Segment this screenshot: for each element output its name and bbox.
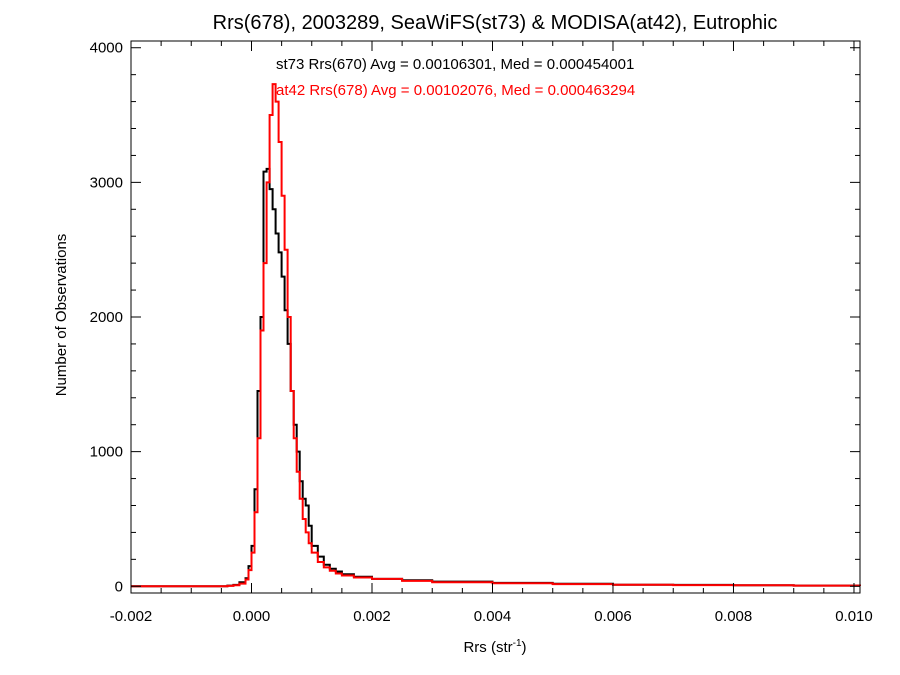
x-tick-label: 0.006 [594,608,632,625]
x-tick-label: 0.002 [353,608,391,625]
axes: -0.002 0.000 0.002 0.004 0.006 0.008 0.010 0 100… [90,40,873,625]
y-tick-label: 1000 [90,444,123,461]
plot-area [131,83,861,588]
y-tick-label: 4000 [90,40,123,57]
plot-frame [130,40,861,594]
x-tick-label: 0.010 [835,608,873,625]
annotation-1: at42 Rrs(678) Avg = 0.00102076, Med = 0.… [276,82,635,99]
x-axis-label-main: Rrs (str [463,639,512,656]
annotations: st73 Rrs(670) Avg = 0.00106301, Med = 0.… [276,56,635,99]
x-axis-label-superscript: -1 [513,638,522,649]
x-axis-label-close: ) [522,639,527,656]
x-tick-label: 0.008 [715,608,753,625]
series-line-0 [131,167,861,588]
y-tick-label: 0 [115,578,123,595]
y-axis-label: Number of Observations [53,234,70,397]
x-tick-label: -0.002 [110,608,153,625]
annotation-0: st73 Rrs(670) Avg = 0.00106301, Med = 0.… [276,56,634,73]
x-axis-label: Rrs (str-1) [463,638,526,656]
chart-title: Rrs(678), 2003289, SeaWiFS(st73) & MODIS… [213,12,778,34]
x-tick-label: 0.004 [474,608,512,625]
series-line-1 [131,83,861,588]
y-tick-label: 3000 [90,174,123,191]
x-tick-label: 0.000 [233,608,271,625]
y-tick-label: 2000 [90,309,123,326]
